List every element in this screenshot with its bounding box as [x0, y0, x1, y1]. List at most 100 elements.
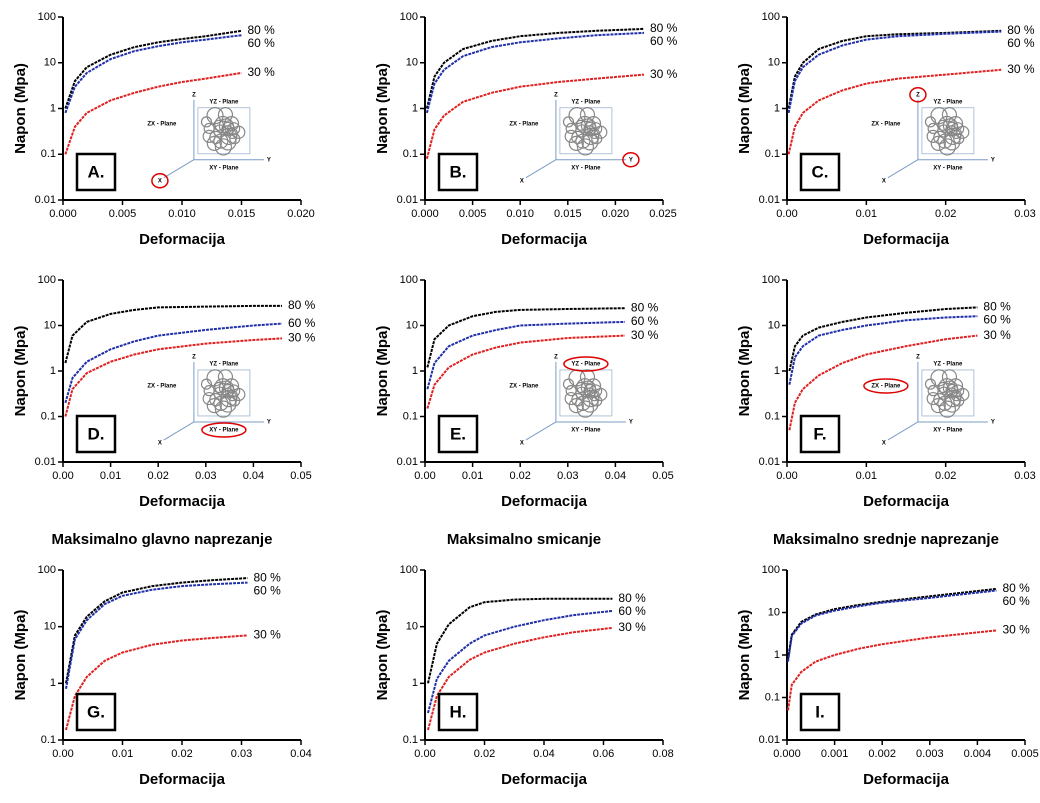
inset-label: Z	[916, 92, 920, 98]
inset-lattice	[956, 387, 970, 402]
inset-lattice	[214, 115, 232, 134]
data-line	[426, 334, 625, 409]
y-tick-label: 0.01	[35, 194, 56, 206]
y-tick-label: 10	[44, 57, 56, 69]
series-label: 30 %	[650, 67, 678, 81]
x-axis-label: Deformacija	[501, 231, 588, 248]
x-tick-label: 0.02	[935, 470, 956, 482]
inset-lattice	[232, 387, 246, 402]
inset-axis	[525, 421, 557, 441]
inset-label: YZ - Plane	[571, 362, 601, 368]
series-label: 60 %	[631, 314, 659, 328]
x-tick-label: 0.03	[1014, 470, 1035, 482]
x-tick-label: 0.04	[290, 748, 311, 760]
inset-lattice	[575, 395, 591, 412]
inset-label: YZ - Plane	[933, 99, 963, 105]
inset-lattice	[213, 124, 227, 138]
x-tick-label: 0.00	[414, 470, 435, 482]
y-tick-label: 10	[768, 57, 780, 69]
x-tick-label: 0.02	[509, 470, 530, 482]
y-axis-label: Napon (Mpa)	[12, 63, 29, 154]
data-line	[787, 29, 1002, 109]
inset-label: X	[882, 178, 886, 184]
x-tick-label: 0.01	[112, 748, 133, 760]
x-tick-label: 0.005	[1011, 748, 1039, 760]
series-label: 30 %	[983, 328, 1011, 342]
data-line	[64, 71, 242, 155]
data-line	[427, 597, 613, 684]
inset-label: Z	[916, 355, 920, 361]
inset-label: X	[882, 441, 886, 447]
x-tick-label: 0.01	[856, 470, 877, 482]
x-axis-label: Deformacija	[139, 771, 226, 788]
x-tick-label: 0.005	[109, 208, 137, 220]
y-axis-label: Napon (Mpa)	[736, 326, 753, 417]
inset-lattice	[219, 395, 237, 413]
y-tick-label: 1	[774, 365, 780, 377]
y-tick-label: 0.1	[765, 691, 780, 703]
y-tick-label: 0.01	[759, 734, 780, 746]
inset-lattice	[937, 133, 953, 149]
y-tick-label: 10	[406, 319, 418, 331]
inset-lattice	[576, 115, 594, 134]
x-tick-label: 0.05	[652, 470, 673, 482]
series-label: 30 %	[618, 620, 646, 634]
x-axis-label: Deformacija	[501, 493, 588, 510]
inset-lattice	[937, 395, 953, 412]
caption: Maksimalno srednje naprezanje	[773, 531, 999, 548]
x-tick-label: 0.020	[287, 208, 315, 220]
inset-lattice	[200, 378, 213, 390]
inset-label: XY - Plane	[933, 165, 963, 171]
series-label: 30 %	[288, 331, 316, 345]
series-label: 60 %	[618, 604, 646, 618]
x-tick-label: 0.01	[100, 470, 121, 482]
x-tick-label: 0.003	[916, 748, 944, 760]
y-tick-label: 1	[774, 649, 780, 661]
y-tick-label: 0.01	[35, 456, 56, 468]
data-line	[65, 581, 248, 689]
x-tick-label: 0.025	[649, 208, 677, 220]
x-axis-label: Deformacija	[139, 493, 226, 510]
inset-axis	[887, 421, 919, 441]
inset-lattice	[214, 138, 232, 156]
y-tick-label: 10	[768, 319, 780, 331]
inset-label: XY - Plane	[209, 165, 239, 171]
inset-highlight	[151, 172, 169, 189]
inset-label: Y	[267, 157, 271, 163]
data-line	[65, 577, 248, 684]
inset-label: XY - Plane	[933, 428, 963, 434]
y-tick-label: 100	[38, 564, 56, 576]
x-tick-label: 0.00	[776, 208, 797, 220]
inset-label: XY - Plane	[571, 165, 601, 171]
inset-lattice	[214, 400, 232, 418]
panel-label: H.	[450, 702, 467, 721]
x-tick-label: 0.01	[462, 470, 483, 482]
inset-label: X	[158, 441, 162, 447]
x-tick-label: 0.08	[652, 748, 673, 760]
data-line	[64, 322, 283, 404]
y-tick-label: 1	[412, 102, 418, 114]
inset-label: ZX - Plane	[871, 121, 901, 127]
inset-label: XY - Plane	[571, 428, 601, 434]
series-label: 60 %	[288, 316, 316, 330]
inset-lattice	[562, 378, 575, 390]
series-label: 80 %	[253, 570, 281, 584]
panel-box	[75, 414, 117, 454]
inset-lattice	[575, 386, 589, 400]
data-line	[65, 634, 248, 731]
x-tick-label: 0.00	[776, 470, 797, 482]
x-axis-label: Deformacija	[863, 231, 950, 248]
y-tick-label: 0.1	[765, 148, 780, 160]
inset-lattice	[585, 378, 602, 394]
inset-lattice	[943, 395, 961, 413]
y-tick-label: 0.01	[397, 194, 418, 206]
data-line	[426, 320, 625, 390]
x-tick-label: 0.00	[414, 748, 435, 760]
inset-label: Z	[192, 92, 196, 98]
inset-lattice	[937, 381, 949, 394]
inset-label: ZX - Plane	[871, 384, 901, 390]
inset-lattice	[575, 124, 589, 138]
inset-lattice	[206, 135, 222, 151]
x-tick-label: 0.010	[506, 208, 534, 220]
panel-label: C.	[812, 162, 829, 181]
